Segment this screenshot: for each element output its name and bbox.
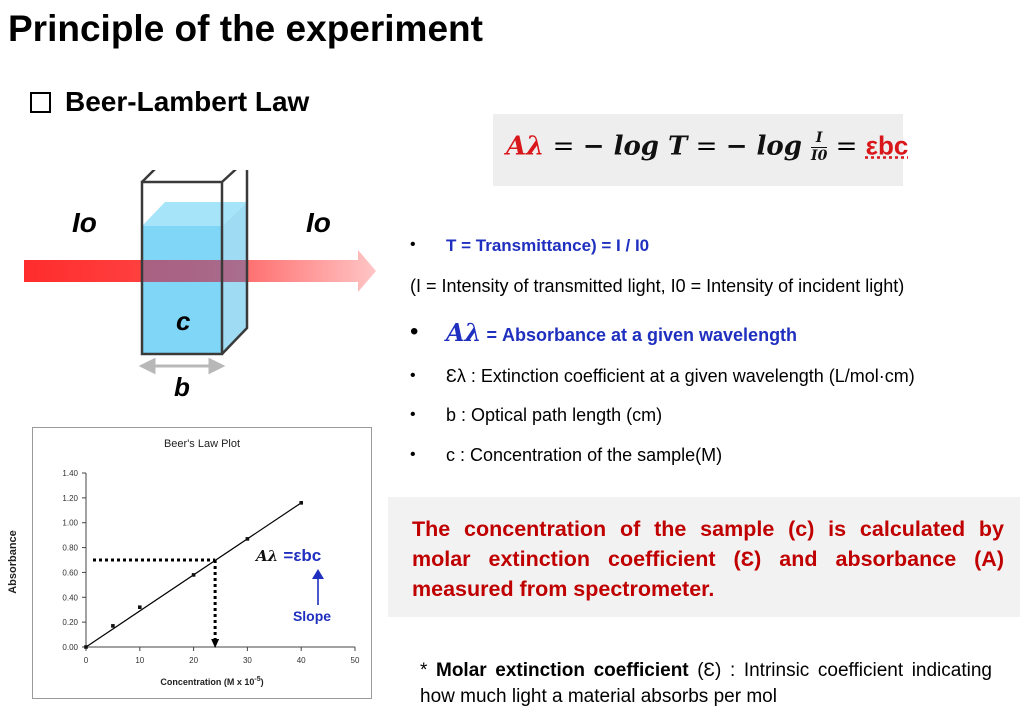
cuvette-illustration: Io Io c b xyxy=(24,170,376,402)
data-point xyxy=(84,645,88,649)
x-tick-label: 20 xyxy=(189,656,198,665)
y-tick-label: 0.20 xyxy=(62,618,78,627)
x-tick-label: 0 xyxy=(84,656,89,665)
incident-light-label: Io xyxy=(72,207,97,238)
beer-lambert-formula: Aλ = − log T = − log I I0 = εbc xyxy=(506,130,908,165)
bullet-concentration: c : Concentration of the sample(M) xyxy=(446,445,723,465)
formula-box xyxy=(493,114,903,186)
chart-title: Beer's Law Plot xyxy=(164,438,240,450)
bullet-transmittance: T = Transmittance) = I / I0 xyxy=(446,236,650,255)
data-point xyxy=(191,573,196,577)
bullet-dot: • xyxy=(410,446,416,463)
cuvette-outline xyxy=(140,170,249,356)
beers-law-chart-frame xyxy=(32,427,372,699)
absorbance-definition: = Absorbance at a given wavelength xyxy=(481,325,798,345)
data-point xyxy=(138,605,142,610)
conclusion-text: The concentration of the sample (c) is c… xyxy=(412,517,1004,601)
formula-equals: = xyxy=(687,131,726,162)
conclusion-box xyxy=(388,497,1020,617)
data-point xyxy=(245,537,250,541)
slope-formula-ebc: =εbc xyxy=(283,546,321,565)
transmitted-light-label: Io xyxy=(306,207,331,238)
x-axis-label-text: Concentration (M x 10 xyxy=(160,677,254,687)
checkbox-bullet-icon xyxy=(30,91,51,113)
data-point xyxy=(299,501,303,505)
slope-label: Slope xyxy=(293,608,331,624)
bullet-extinction: Ɛλ : Extinction coefficient at a given w… xyxy=(446,366,915,386)
liquid-front xyxy=(142,226,222,354)
bullet-dot: • xyxy=(410,367,416,384)
bullet-dot: • xyxy=(410,406,416,423)
x-axis-label-exponent: -5 xyxy=(254,676,260,683)
y-tick-label: 0.00 xyxy=(62,643,78,652)
bullet-path-length: b : Optical path length (cm) xyxy=(446,405,663,425)
y-tick-label: 0.80 xyxy=(62,544,78,553)
x-tick-label: 30 xyxy=(243,656,252,665)
formula-neg-log: − log xyxy=(725,131,802,162)
formula-neg-log-t: − log T xyxy=(582,131,688,162)
formula-fraction: I I0 xyxy=(811,130,828,165)
y-tick-label: 1.20 xyxy=(62,494,78,503)
x-tick-label: 10 xyxy=(135,656,144,665)
concentration-label: c xyxy=(176,306,191,336)
x-tick-label: 50 xyxy=(351,656,360,665)
y-tick-label: 0.40 xyxy=(62,593,78,602)
x-axis-label-close: ) xyxy=(261,677,264,687)
x-tick-label: 40 xyxy=(297,656,306,665)
y-tick-label: 1.00 xyxy=(62,519,78,528)
bullet-transmittance-note: (I = Intensity of transmitted light, I0 … xyxy=(410,276,905,296)
formula-a-lambda: Aλ xyxy=(506,131,545,162)
absorbance-symbol: Aλ xyxy=(446,318,482,347)
slope-arrow-head xyxy=(312,569,324,579)
data-point xyxy=(111,624,115,628)
beam-through-sample xyxy=(142,260,247,282)
formula-equals: = xyxy=(827,131,866,162)
path-length-arrow xyxy=(138,357,226,375)
y-tick-label: 0.60 xyxy=(62,568,78,577)
section-heading: Beer-Lambert Law xyxy=(30,86,309,118)
y-tick-label: 1.40 xyxy=(62,469,78,478)
section-heading-text: Beer-Lambert Law xyxy=(65,86,310,117)
fraction-numerator: I xyxy=(811,130,828,148)
footnote-term: Molar extinction coefficient xyxy=(436,660,689,681)
footnote: * Molar extinction coefficient (Ɛ) : Int… xyxy=(420,658,992,710)
beers-law-chart: Beer's Law Plot 0 10 20 30 40 50 0.00 0.20 0.40 0.… xyxy=(7,438,360,687)
bullet-absorbance: Aλ = Absorbance at a given wavelength xyxy=(446,318,797,347)
page-title: Principle of the experiment xyxy=(8,8,483,49)
footnote-definition: (Ɛ) : Intrinsic coefficient indicating h… xyxy=(420,660,992,707)
bullet-dot: • xyxy=(410,236,416,253)
footnote-prefix: * xyxy=(420,660,436,681)
x-axis-label: Concentration (M x 10-5) xyxy=(160,676,263,687)
y-axis-label: Absorbance xyxy=(7,530,19,594)
fraction-denominator: I0 xyxy=(811,148,828,164)
path-length-label: b xyxy=(174,372,190,402)
formula-equals: = xyxy=(544,131,583,162)
slope-formula: Aλ =εbc xyxy=(254,546,321,565)
slope-formula-a: Aλ xyxy=(254,547,283,565)
reading-arrow-head xyxy=(211,639,220,648)
formula-ebc: εbc xyxy=(865,130,909,161)
bullet-dot: • xyxy=(410,318,419,345)
